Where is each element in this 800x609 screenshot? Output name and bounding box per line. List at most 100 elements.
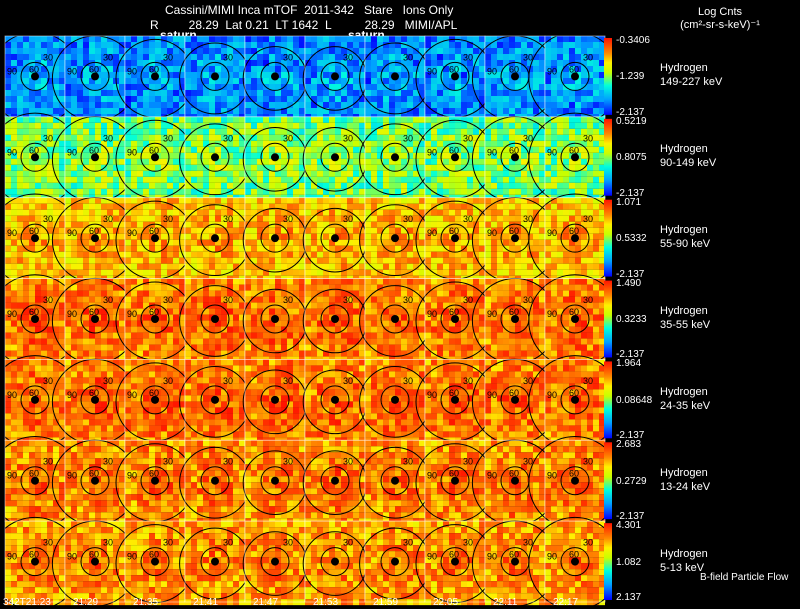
- heatmap-cell: [161, 182, 167, 189]
- heatmap-cell: [239, 42, 245, 48]
- heatmap-cell: [245, 66, 251, 72]
- heatmap-cell: [353, 215, 359, 222]
- heatmap-cell: [83, 146, 89, 153]
- heatmap-cell: [101, 203, 107, 210]
- heatmap-cell: [161, 269, 167, 276]
- heatmap-cell: [107, 209, 113, 216]
- heatmap-cell: [383, 257, 389, 264]
- heatmap-cell: [515, 90, 521, 96]
- heatmap-cell: [29, 116, 35, 123]
- heatmap-cell: [317, 227, 323, 234]
- heatmap-cell: [257, 245, 263, 252]
- heatmap-cell: [167, 164, 173, 171]
- heatmap-cell: [89, 278, 95, 285]
- heatmap-cell: [437, 60, 443, 66]
- heatmap-cell: [509, 158, 515, 165]
- heatmap-cell: [215, 197, 221, 204]
- heatmap-cell: [209, 332, 215, 339]
- heatmap-cell: [365, 96, 371, 102]
- heatmap-cell: [449, 263, 455, 270]
- heatmap-cell: [149, 209, 155, 216]
- heatmap-cell: [401, 78, 407, 84]
- heatmap-cell: [227, 146, 233, 153]
- heatmap-cell: [53, 263, 59, 270]
- heatmap-cell: [569, 122, 575, 129]
- heatmap-cell: [365, 78, 371, 84]
- heatmap-cell: [89, 326, 95, 333]
- heatmap-cell: [521, 78, 527, 84]
- heatmap-cell: [125, 54, 131, 60]
- heatmap-cell: [143, 152, 149, 159]
- heatmap-cell: [239, 269, 245, 276]
- heatmap-cell: [443, 116, 449, 123]
- heatmap-cell: [287, 108, 293, 114]
- heatmap-cell: [263, 72, 269, 78]
- heatmap-cell: [215, 263, 221, 270]
- heatmap-cell: [239, 72, 245, 78]
- heatmap-cell: [299, 90, 305, 96]
- heatmap-cell: [317, 188, 323, 195]
- heatmap-cell: [293, 78, 299, 84]
- heatmap-cell: [377, 60, 383, 66]
- heatmap-cell: [497, 48, 503, 54]
- heatmap-cell: [53, 140, 59, 147]
- heatmap-panel: 30: [179, 278, 251, 363]
- heatmap-cell: [131, 96, 137, 102]
- heatmap-cell: [71, 90, 77, 96]
- heatmap-cell: [185, 239, 191, 246]
- heatmap-cell: [191, 54, 197, 60]
- heatmap-cell: [503, 209, 509, 216]
- heatmap-cell: [215, 54, 221, 60]
- heatmap-cell: [347, 96, 353, 102]
- heatmap-cell: [257, 209, 263, 216]
- heatmap-cell: [59, 72, 65, 78]
- heatmap-cell: [455, 54, 461, 60]
- heatmap-cell: [167, 197, 173, 204]
- heatmap-panel: 30: [179, 35, 251, 120]
- heatmap-cell: [5, 215, 11, 222]
- heatmap-cell: [539, 152, 545, 159]
- heatmap-cell: [89, 338, 95, 345]
- heatmap-cell: [71, 122, 77, 129]
- heatmap-cell: [125, 245, 131, 252]
- heatmap-cell: [593, 239, 599, 246]
- heatmap-cell: [59, 36, 65, 42]
- heatmap-cell: [107, 90, 113, 96]
- heatmap-cell: [485, 257, 491, 264]
- heatmap-cell: [125, 350, 131, 357]
- heatmap-cell: [95, 170, 101, 177]
- heatmap-cell: [449, 257, 455, 264]
- heatmap-cell: [287, 263, 293, 270]
- heatmap-cell: [359, 48, 365, 54]
- heatmap-cell: [83, 176, 89, 183]
- heatmap-cell: [557, 72, 563, 78]
- heatmap-cell: [251, 164, 257, 171]
- heatmap-cell: [95, 215, 101, 222]
- heatmap-cell: [179, 257, 185, 264]
- heatmap-cell: [599, 146, 605, 153]
- heatmap-cell: [113, 66, 119, 72]
- heatmap-cell: [383, 233, 389, 240]
- heatmap-cell: [347, 60, 353, 66]
- heatmap-cell: [305, 245, 311, 252]
- heatmap-cell: [293, 122, 299, 129]
- heatmap-cell: [161, 72, 167, 78]
- heatmap-cell: [341, 188, 347, 195]
- heatmap-cell: [293, 197, 299, 204]
- heatmap-cell: [557, 42, 563, 48]
- heatmap-cell: [23, 263, 29, 270]
- heatmap-cell: [473, 146, 479, 153]
- heatmap-cell: [221, 239, 227, 246]
- heatmap-cell: [461, 176, 467, 183]
- heatmap-cell: [509, 257, 515, 264]
- saturn-marker: [331, 72, 339, 81]
- heatmap-cell: [425, 122, 431, 129]
- heatmap-cell: [377, 90, 383, 96]
- heatmap-cell: [401, 209, 407, 216]
- heatmap-cell: [23, 338, 29, 345]
- heatmap-cell: [407, 90, 413, 96]
- heatmap-cell: [191, 122, 197, 129]
- heatmap-cell: [317, 209, 323, 216]
- heatmap-cell: [209, 296, 215, 303]
- heatmap-cell: [239, 251, 245, 258]
